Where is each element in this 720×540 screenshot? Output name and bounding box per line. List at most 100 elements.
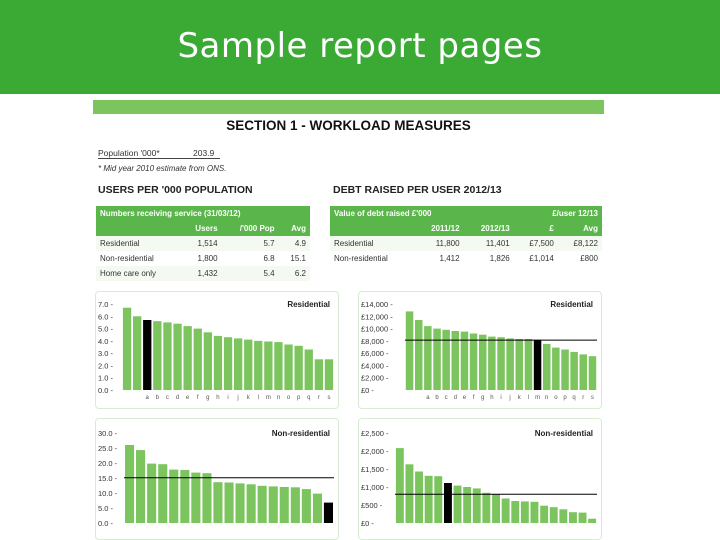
bar: [453, 485, 462, 523]
bar: [415, 320, 423, 390]
bar: [153, 321, 162, 390]
bar: [290, 487, 300, 523]
bar: [158, 464, 168, 523]
table-row: Residential 11,800 11,401 £7,500 £8,122: [330, 236, 602, 251]
table-header-cell: [330, 221, 414, 236]
y-tick-label: £8,000 -: [361, 337, 389, 346]
x-tick-label: f: [473, 395, 475, 401]
chart-title: Residential: [287, 300, 330, 309]
bar: [279, 487, 289, 523]
table-cell: £1,014: [513, 251, 558, 266]
y-tick-label: 0.0 -: [98, 386, 114, 395]
users-table: Numbers receiving service (31/03/12) Use…: [96, 206, 310, 281]
table-cell: 1,800: [181, 251, 222, 266]
y-tick-label: 3.0 -: [98, 349, 114, 358]
x-tick-label: n: [277, 395, 280, 401]
bar: [497, 337, 505, 390]
table-row: Home care only 1,432 5.4 6.2: [96, 266, 310, 281]
report-page: SECTION 1 - WORKLOAD MEASURES Population…: [93, 100, 604, 540]
bar: [395, 448, 404, 523]
table-row: Residential 1,514 5.7 4.9: [96, 236, 310, 251]
bar: [559, 509, 568, 523]
table-header-cell: Avg: [557, 221, 602, 236]
y-tick-label: £1,000 -: [361, 483, 389, 492]
bar: [530, 501, 539, 523]
table-header-cell: Value of debt raised £'000: [330, 206, 514, 221]
bar: [469, 333, 478, 390]
chart-svg: 7.0 - 6.0 - 5.0 - 4.0 - 3.0 - 2.0 - 1.0 - 0.0 -…: [98, 300, 334, 401]
x-tick-label: b: [156, 395, 160, 401]
y-tick-label: £10,000 -: [361, 325, 393, 334]
bar: [561, 349, 569, 390]
x-tick-label: h: [490, 395, 493, 401]
table-header-cell: £/user 12/13: [513, 206, 602, 221]
bar: [588, 518, 597, 523]
bar: [312, 493, 322, 523]
population-value: 203.9: [193, 148, 215, 158]
bar: [434, 476, 443, 523]
divider: [98, 158, 220, 159]
x-tick-label: g: [206, 395, 209, 401]
x-tick-label: d: [454, 395, 457, 401]
x-tick-label: l: [528, 395, 529, 401]
bar: [183, 326, 192, 390]
bar: [180, 469, 190, 523]
table-cell: Non-residential: [330, 251, 414, 266]
chart-title: Non-residential: [535, 429, 593, 438]
y-tick-label: £500 -: [361, 501, 383, 510]
table-cell: 11,401: [463, 236, 514, 251]
bar: [444, 483, 452, 523]
bar: [433, 328, 441, 390]
y-tick-label: £0 -: [361, 386, 374, 395]
bar: [460, 331, 469, 390]
bar: [274, 342, 283, 390]
x-tick-label: g: [481, 395, 484, 401]
bar: [515, 339, 523, 390]
table-header-cell: £: [513, 221, 558, 236]
chart-nonresidential-users: 30.0 - 25.0 - 20.0 - 15.0 - 10.0 - 5.0 - 0.0 -…: [95, 418, 339, 540]
bar: [125, 445, 135, 523]
x-tick-label: r: [318, 395, 320, 401]
x-tick-label: m: [535, 395, 540, 401]
x-tick-label: i: [227, 395, 228, 401]
y-tick-label: 10.0 -: [98, 489, 118, 498]
x-tick-label: l: [258, 395, 259, 401]
table-header-row: Value of debt raised £'000 £/user 12/13: [330, 206, 602, 221]
table-cell: 1,514: [181, 236, 222, 251]
debt-table: Value of debt raised £'000 £/user 12/13 …: [330, 206, 602, 266]
chart-nonresidential-debt: £2,500 - £2,000 - £1,500 - £1,000 - £500 - £0…: [358, 418, 602, 540]
bar: [246, 484, 256, 523]
bar: [578, 512, 587, 523]
slide-title: Sample report pages: [177, 26, 543, 66]
bar: [579, 354, 587, 390]
table-header-cell: Numbers receiving service (31/03/12): [96, 206, 310, 221]
y-tick-label: 6.0 -: [98, 312, 114, 321]
table-cell: Home care only: [96, 266, 182, 281]
bar: [202, 473, 212, 523]
bar: [122, 307, 132, 390]
bar: [147, 463, 157, 523]
x-tick-label: j: [236, 395, 238, 401]
bar: [506, 338, 514, 390]
bar: [163, 322, 172, 390]
population-label: Population '000*: [98, 148, 160, 158]
bar: [191, 472, 201, 523]
x-tick-label: o: [554, 395, 558, 401]
bar: [511, 501, 520, 523]
y-tick-label: £1,500 -: [361, 465, 389, 474]
y-tick-label: £6,000 -: [361, 349, 389, 358]
x-tick-label: s: [328, 395, 331, 401]
y-tick-label: £14,000 -: [361, 300, 393, 309]
bar: [133, 316, 142, 390]
table-header-cell: /'000 Pop: [221, 221, 279, 236]
chart-title: Non-residential: [272, 429, 330, 438]
x-tick-label: p: [563, 395, 567, 401]
bar: [203, 332, 212, 390]
table-header-cell: Users: [181, 221, 222, 236]
chart-title: Residential: [550, 300, 593, 309]
y-tick-label: £2,500 -: [361, 429, 389, 438]
y-tick-label: 20.0 -: [98, 459, 118, 468]
chart-residential-users: 7.0 - 6.0 - 5.0 - 4.0 - 3.0 - 2.0 - 1.0 - 0.0 -…: [95, 291, 339, 409]
table-row: Non-residential 1,412 1,826 £1,014 £800: [330, 251, 602, 266]
bar: [314, 359, 323, 390]
